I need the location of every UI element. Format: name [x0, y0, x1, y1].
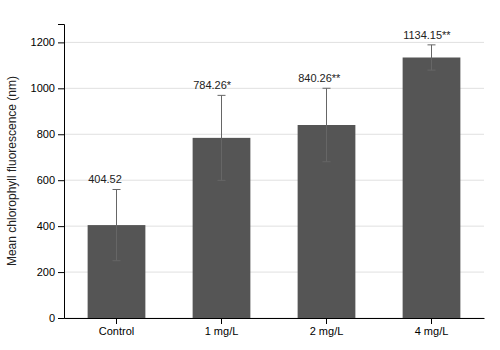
y-tick: 1200	[31, 36, 64, 48]
y-tick-label: 400	[37, 220, 55, 232]
y-tick: 200	[37, 266, 64, 278]
y-tick-mark	[58, 88, 64, 89]
error-bar	[113, 189, 121, 260]
data-label: 784.26*	[193, 79, 232, 91]
y-tick: 800	[37, 128, 64, 140]
y-tick-mark	[58, 180, 64, 181]
x-tick-mark	[221, 318, 222, 324]
y-tick-mark	[58, 272, 64, 273]
x-tick-label: 1 mg/L	[205, 325, 239, 337]
x-tick-label: 2 mg/L	[310, 325, 344, 337]
grid-line	[64, 42, 484, 43]
x-tick-label: Control	[99, 325, 134, 337]
x-axis: Control 1 mg/L 2 mg/L 4 mg/L	[65, 318, 485, 337]
y-tick: 0	[49, 312, 64, 324]
x-tick-mark	[116, 318, 117, 324]
y-tick: 600	[37, 174, 64, 186]
y-tick-label: 800	[37, 128, 55, 140]
y-tick-mark	[58, 134, 64, 135]
y-tick: 400	[37, 220, 64, 232]
y-tick: 1000	[31, 82, 64, 94]
y-axis-line	[58, 25, 65, 319]
plot: 0 200 400 600 800 1000 1200 Control 1 mg/L 2 mg/L…	[31, 25, 485, 337]
error-bar	[323, 88, 331, 161]
y-tick-label: 600	[37, 174, 55, 186]
x-tick: Control	[99, 318, 134, 337]
y-tick-label: 200	[37, 266, 55, 278]
y-tick-mark	[58, 318, 64, 319]
x-axis-line	[65, 318, 485, 319]
data-label: 840.26**	[298, 72, 341, 84]
y-tick-mark	[58, 226, 64, 227]
x-tick-label: 4 mg/L	[415, 325, 449, 337]
x-tick-mark	[326, 318, 327, 324]
x-tick: 4 mg/L	[415, 318, 449, 337]
error-bar	[218, 95, 226, 180]
chart: 0 200 400 600 800 1000 1200 Control 1 mg/L 2 mg/L…	[0, 0, 500, 350]
x-tick-mark	[431, 318, 432, 324]
y-tick-label: 1000	[31, 82, 55, 94]
grid	[64, 42, 484, 318]
y-tick-mark	[58, 42, 64, 43]
data-label: 1134.15**	[403, 29, 451, 41]
data-label: 404.52	[88, 173, 122, 185]
y-tick-label: 1200	[31, 36, 55, 48]
x-tick: 1 mg/L	[205, 318, 239, 337]
data-labels: 404.52 784.26* 840.26** 1134.15**	[88, 29, 451, 186]
bar	[403, 57, 461, 318]
y-axis-title: Mean chlorophyll fluorescence (nm)	[5, 76, 19, 266]
y-axis: 0 200 400 600 800 1000 1200	[31, 25, 65, 325]
x-tick: 2 mg/L	[310, 318, 344, 337]
error-bar	[428, 45, 436, 70]
y-tick-label: 0	[49, 312, 55, 324]
marks	[88, 45, 461, 318]
